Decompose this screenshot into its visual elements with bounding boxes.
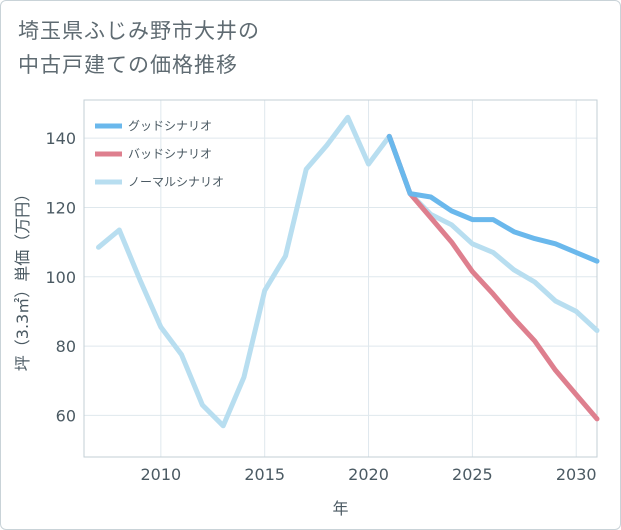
data-point <box>471 219 473 221</box>
data-point <box>388 135 390 137</box>
data-point <box>181 354 183 356</box>
chart-title-line-1: 埼玉県ふじみ野市大井の <box>18 19 260 43</box>
data-point <box>554 300 556 302</box>
data-point <box>347 116 349 118</box>
y-tick-label: 60 <box>56 406 76 425</box>
data-point <box>430 196 432 198</box>
data-point <box>534 340 536 342</box>
x-tick-label: 2010 <box>140 465 181 484</box>
data-point <box>98 246 100 248</box>
chart-title: 埼玉県ふじみ野市大井の 中古戸建ての価格推移 <box>18 14 260 82</box>
data-point <box>430 217 432 219</box>
data-point <box>118 229 120 231</box>
y-axis-label: 坪（3.3㎡）単価（万円） <box>13 186 32 371</box>
x-axis-ticks: 2010 2015 2020 2025 2030 <box>140 465 596 484</box>
data-point <box>305 168 307 170</box>
data-point <box>575 252 577 254</box>
data-point <box>513 269 515 271</box>
data-point <box>513 231 515 233</box>
plot-area-border <box>83 99 598 458</box>
data-point <box>596 260 598 262</box>
data-point <box>222 425 224 427</box>
legend-label: ノーマルシナリオ <box>128 175 224 189</box>
series-1 <box>386 133 600 422</box>
data-point <box>243 376 245 378</box>
data-point <box>554 243 556 245</box>
series-0 <box>386 133 600 264</box>
legend-label: バッドシナリオ <box>128 147 212 161</box>
series-2 <box>96 114 600 429</box>
series-line <box>386 133 600 264</box>
data-point <box>409 193 411 195</box>
y-axis-ticks: 60 80 100 120 140 <box>45 129 76 425</box>
y-tick-label: 100 <box>45 268 76 287</box>
legend-label: グッドシナリオ <box>128 119 212 133</box>
series-layer <box>96 114 600 429</box>
x-tick-label: 2015 <box>244 465 285 484</box>
chart-title-line-2: 中古戸建ての価格推移 <box>18 53 238 77</box>
data-point <box>575 310 577 312</box>
x-tick-label: 2030 <box>556 465 597 484</box>
data-point <box>451 224 453 226</box>
data-point <box>596 329 598 331</box>
data-point <box>554 369 556 371</box>
data-point <box>492 219 494 221</box>
data-point <box>492 252 494 254</box>
y-tick-label: 140 <box>45 129 76 148</box>
data-point <box>534 238 536 240</box>
y-tick-label: 120 <box>45 198 76 217</box>
data-point <box>139 279 141 281</box>
data-point <box>451 210 453 212</box>
data-point <box>492 293 494 295</box>
data-point <box>160 326 162 328</box>
x-tick-label: 2020 <box>348 465 389 484</box>
y-tick-label: 80 <box>56 337 76 356</box>
x-tick-label: 2025 <box>452 465 493 484</box>
x-axis-label: 年 <box>332 499 348 518</box>
data-point <box>284 255 286 257</box>
data-point <box>451 241 453 243</box>
series-line <box>96 114 600 429</box>
data-point <box>264 290 266 292</box>
data-point <box>575 394 577 396</box>
data-point <box>201 404 203 406</box>
data-point <box>326 144 328 146</box>
data-point <box>471 271 473 273</box>
data-point <box>513 317 515 319</box>
data-point <box>596 418 598 420</box>
data-point <box>471 243 473 245</box>
data-point <box>534 281 536 283</box>
data-point <box>368 163 370 165</box>
series-line <box>386 133 600 422</box>
